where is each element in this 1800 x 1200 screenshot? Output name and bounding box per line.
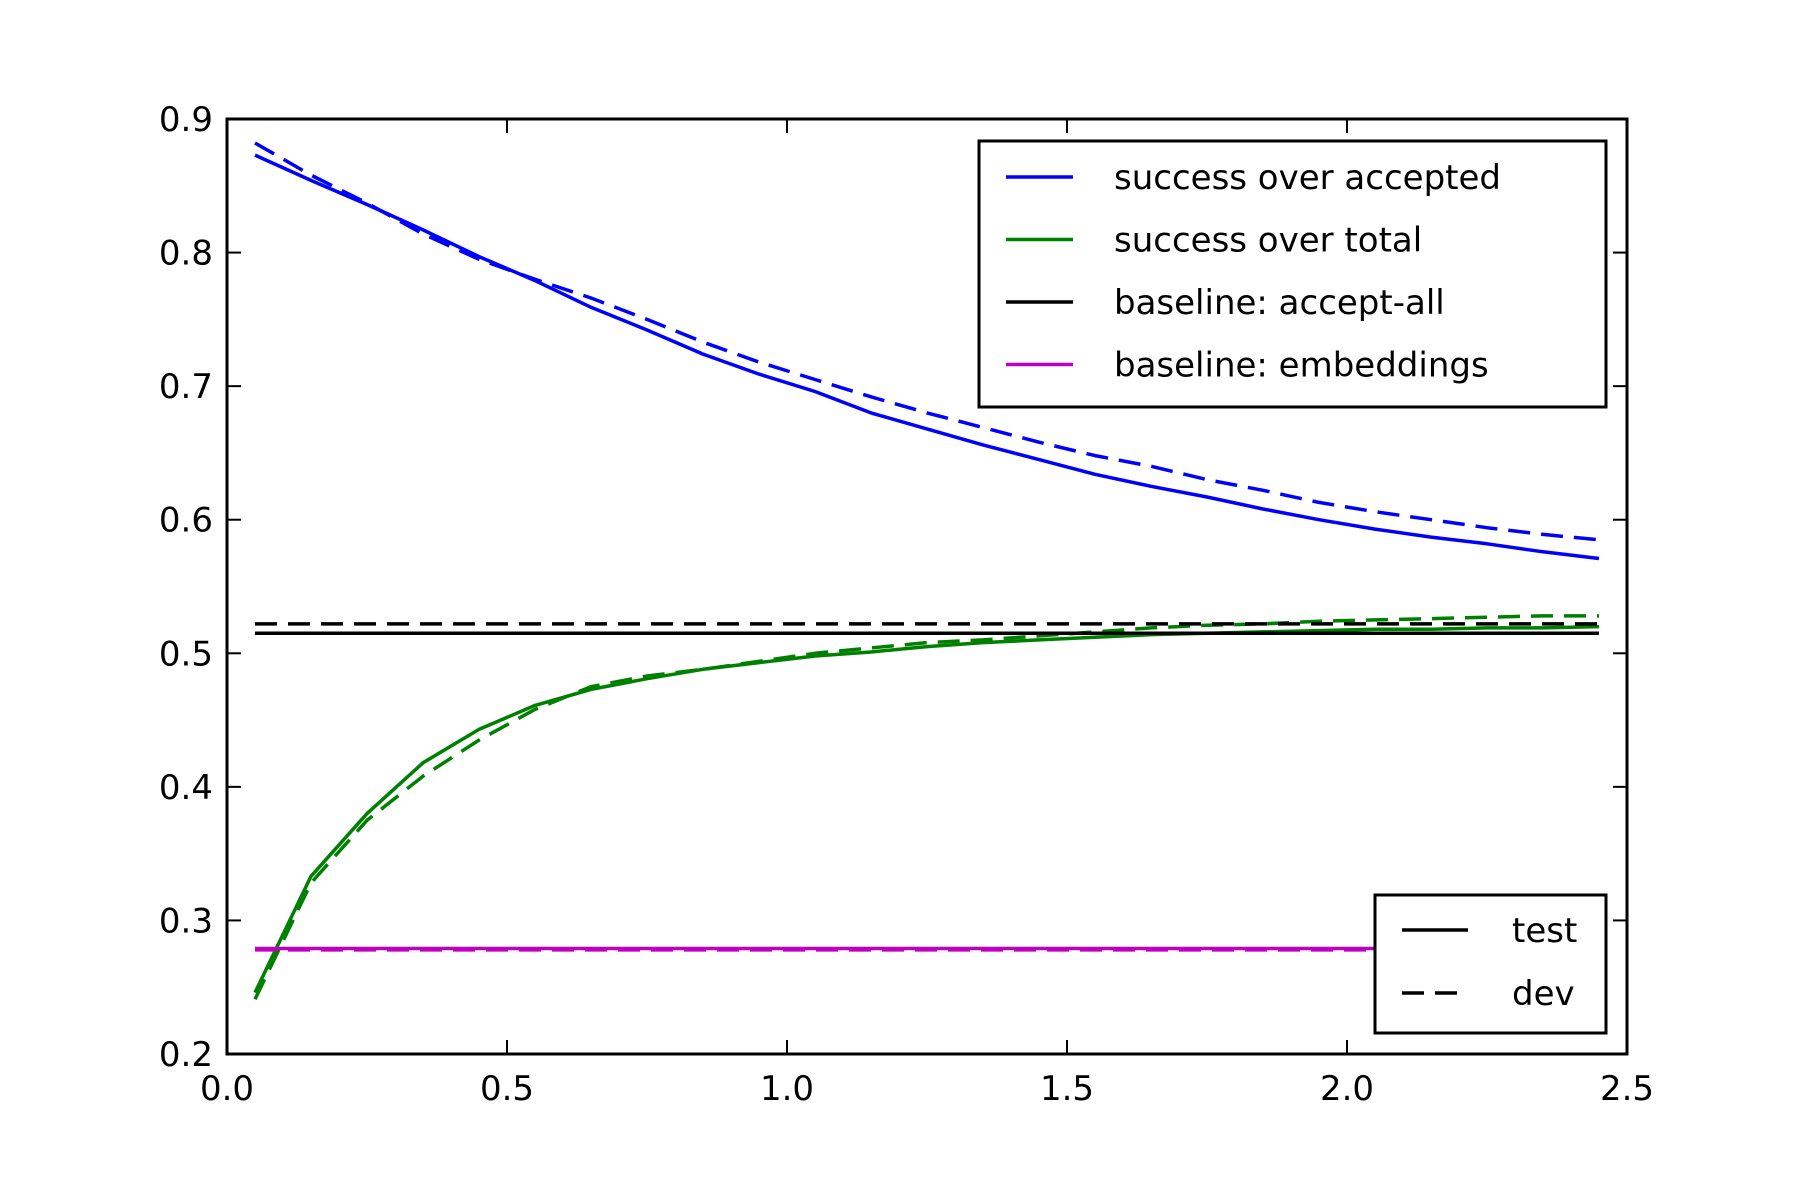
legend-label-success-over-total: success over total	[1114, 221, 1422, 261]
legend-label-success-over-accepted: success over accepted	[1114, 158, 1501, 198]
legend-label-dev: dev	[1512, 974, 1575, 1014]
y-tick-label: 0.6	[159, 501, 213, 541]
style-legend-box	[1373, 893, 1608, 1035]
series-legend: success over accepted success over total b…	[977, 139, 1608, 409]
axes: 0.0 0.5 1.0 1.5 2.0 2.5 0.2 0.3 0.4 0.5 0.6 0.7 0.8 0…	[159, 100, 1654, 1109]
y-tick-label: 0.3	[159, 901, 213, 941]
x-tick-label: 0.0	[200, 1069, 254, 1109]
y-tick-label: 0.9	[159, 100, 213, 140]
y-tick-label: 0.7	[159, 367, 213, 407]
x-tick-label: 1.0	[760, 1069, 814, 1109]
x-tick-label: 0.5	[480, 1069, 534, 1109]
series-legend-box	[977, 139, 1608, 409]
x-tick-label: 2.5	[1600, 1069, 1654, 1109]
success-over-total-test-line	[253, 624, 1600, 994]
legend-label-baseline-embeddings: baseline: embeddings	[1114, 346, 1489, 386]
y-tick-label: 0.5	[159, 634, 213, 674]
y-tick-label: 0.4	[159, 768, 213, 808]
style-legend: test dev	[1373, 893, 1608, 1035]
success-over-accepted-test-line	[254, 153, 1600, 561]
legends: success over accepted success over total b…	[977, 139, 1608, 1035]
legend-label-test: test	[1512, 911, 1577, 951]
axes-frame	[225, 117, 1629, 1056]
legend-label-baseline-accept-all: baseline: accept-all	[1114, 283, 1445, 323]
x-tick-label: 2.0	[1320, 1069, 1374, 1109]
y-tick-label: 0.2	[159, 1035, 213, 1075]
x-tick-label: 1.5	[1040, 1069, 1094, 1109]
success-over-accepted-dev-line	[254, 141, 1600, 542]
y-tick-label: 0.8	[159, 234, 213, 274]
success-over-total-dev-line	[253, 614, 1599, 1000]
